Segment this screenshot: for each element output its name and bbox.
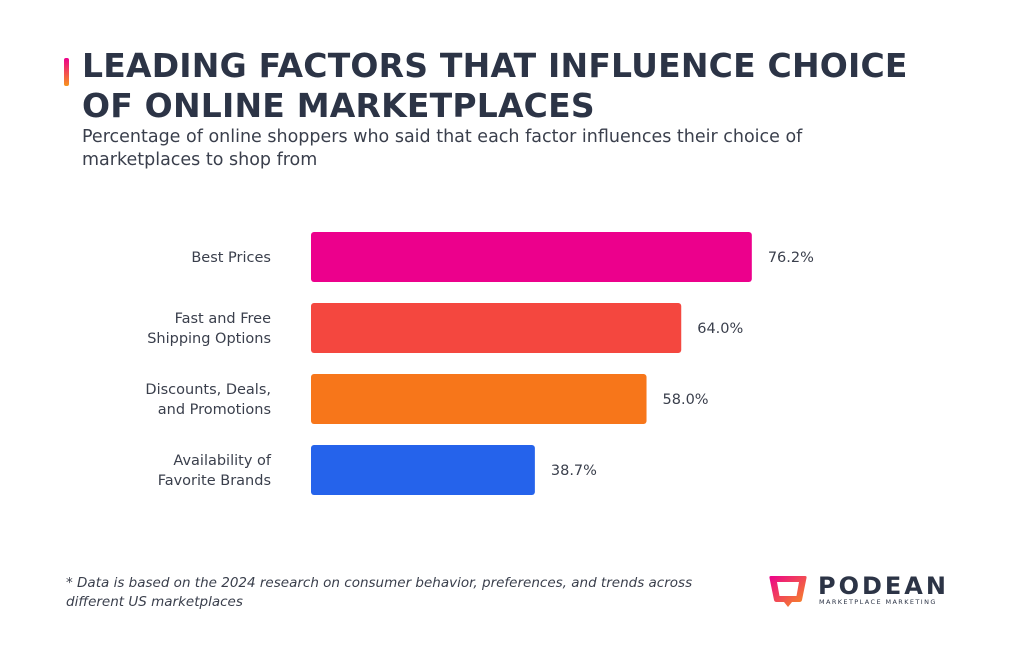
- value-label-2: 64.0%: [697, 321, 743, 337]
- bar-1: [311, 232, 752, 282]
- category-label-2-line-2: Shipping Options: [147, 331, 271, 347]
- category-label-4-line-2: Favorite Brands: [158, 473, 271, 489]
- category-label-2-line-1: Fast and Free: [175, 311, 271, 327]
- bar-3: [311, 374, 647, 424]
- category-label-4-line-1: Availability of: [173, 453, 272, 469]
- podean-logo: PODEAN MARKETPLACE MARKETING: [768, 572, 968, 612]
- logo-name: PODEAN: [818, 572, 949, 600]
- value-label-1: 76.2%: [768, 250, 814, 266]
- podean-logo-mark-icon: [769, 576, 807, 607]
- category-label-3-line-2: and Promotions: [158, 402, 271, 418]
- value-label-3: 58.0%: [663, 392, 709, 408]
- logo-tagline: MARKETPLACE MARKETING: [819, 598, 937, 606]
- category-label-3-line-1: Discounts, Deals,: [145, 382, 271, 398]
- footnote: * Data is based on the 2024 research on …: [66, 575, 693, 610]
- category-label-1-line-1: Best Prices: [191, 250, 271, 266]
- bar-2: [311, 303, 682, 353]
- chart-subtitle: Percentage of online shoppers who said t…: [82, 127, 803, 170]
- chart-title: LEADING FACTORS THAT INFLUENCE CHOICE OF…: [82, 46, 908, 125]
- value-label-4: 38.7%: [551, 463, 597, 479]
- bar-4: [311, 445, 535, 495]
- title-accent-bar: [64, 58, 69, 86]
